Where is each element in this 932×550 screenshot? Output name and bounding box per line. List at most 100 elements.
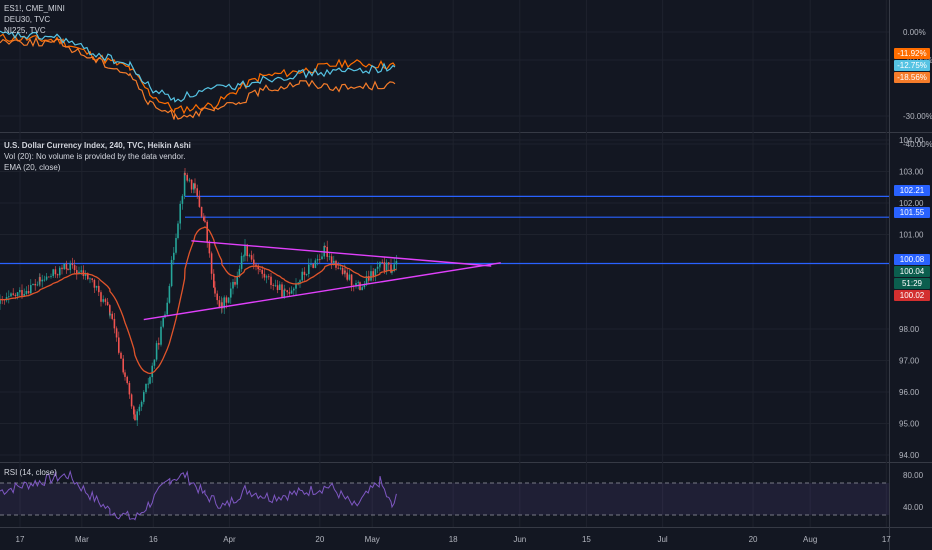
candle-body: [305, 274, 308, 275]
candle-body: [43, 279, 46, 281]
candle-body: [288, 292, 291, 294]
time-tick-label: Jul: [657, 535, 667, 544]
candle-body: [337, 267, 339, 269]
candle-body: [263, 273, 266, 278]
candle-body: [283, 289, 285, 297]
candle-body: [168, 286, 171, 303]
candle-body: [111, 313, 113, 319]
candle-body: [52, 269, 54, 276]
candle-body: [109, 305, 111, 316]
candle-body: [328, 256, 331, 258]
candle-body: [365, 276, 368, 285]
candle-body: [310, 264, 312, 265]
time-tick-label: 17: [882, 535, 891, 544]
candle-body: [246, 244, 248, 257]
candle-body: [259, 269, 261, 270]
candle-body: [194, 183, 196, 189]
time-tick-label: 16: [149, 535, 158, 544]
candles: [0, 168, 398, 426]
candle-body: [84, 273, 87, 276]
candle-body: [153, 359, 156, 366]
price-axis-label: 95.00: [899, 420, 920, 429]
time-tick-label: 17: [16, 535, 25, 544]
triangle-trendline-1: [191, 240, 492, 267]
tag-last-price: 100.04: [894, 266, 930, 277]
candle-body: [69, 263, 71, 271]
candle-body: [234, 281, 236, 285]
candle-body: [173, 252, 175, 260]
candle-body: [147, 383, 149, 385]
candle-body: [395, 261, 398, 265]
price-axis-label: 80.00: [903, 471, 924, 480]
price-axis-label: 96.00: [899, 388, 920, 397]
time-tick-label: 20: [749, 535, 758, 544]
candle-body: [45, 276, 48, 280]
candle-body: [359, 282, 361, 291]
tag-ni225: -18.56%: [894, 72, 930, 83]
candle-body: [316, 259, 319, 261]
candle-body: [175, 238, 177, 253]
candle-body: [149, 377, 151, 384]
candle-body: [34, 283, 36, 286]
candle-body: [184, 172, 186, 175]
candle-body: [128, 383, 131, 395]
candle-body: [23, 294, 25, 296]
candle-body: [93, 279, 96, 288]
candle-body: [391, 271, 393, 273]
price-axis-label: 103.00: [899, 168, 924, 177]
price-axis-label: 97.00: [899, 357, 920, 366]
candle-body: [122, 358, 124, 373]
candle-body: [0, 299, 1, 304]
candle-body: [230, 288, 232, 298]
candle-body: [41, 279, 43, 282]
legend-es1[interactable]: ES1!, CME_MINI: [4, 4, 65, 13]
candle-body: [73, 265, 76, 271]
candle-body: [270, 276, 272, 286]
candle-body: [385, 262, 388, 272]
candle-body: [314, 260, 317, 268]
candle-body: [244, 244, 246, 256]
candle-body: [61, 267, 63, 270]
candle-body: [179, 203, 181, 224]
candle-body: [166, 302, 168, 315]
candle-body: [361, 287, 363, 291]
candle-body: [140, 401, 143, 407]
candle-body: [357, 282, 359, 284]
candle-body: [170, 259, 173, 287]
candle-body: [255, 264, 257, 266]
legend-volume[interactable]: Vol (20): No volume is provided by the d…: [4, 152, 186, 161]
comparison-line-3: [0, 36, 396, 120]
candle-body: [98, 285, 100, 293]
candle-body: [330, 256, 333, 263]
candle-body: [134, 414, 136, 421]
legend-deu30[interactable]: DEU30, TVC: [4, 15, 51, 24]
rsi-legend: RSI (14, close): [4, 467, 57, 478]
tag-line-102-21: 102.21: [894, 185, 930, 196]
candle-body: [390, 264, 392, 273]
candle-body: [181, 195, 184, 204]
candle-body: [303, 271, 306, 275]
candle-body: [160, 326, 162, 345]
tag-ema-value: 100.02: [894, 290, 930, 301]
candle-body: [250, 255, 253, 260]
legend-rsi[interactable]: RSI (14, close): [4, 468, 57, 477]
candle-body: [370, 271, 372, 281]
candle-body: [124, 372, 126, 377]
candle-body: [381, 262, 383, 263]
candle-body: [257, 265, 259, 270]
legend-ni225[interactable]: NI225, TVC: [4, 26, 46, 35]
candle-body: [8, 296, 10, 298]
legend-ema[interactable]: EMA (20, close): [4, 163, 61, 172]
candle-body: [261, 269, 263, 274]
candle-body: [21, 290, 23, 296]
main-chart-title[interactable]: U.S. Dollar Currency Index, 240, TVC, He…: [4, 141, 191, 150]
time-tick-label: Apr: [223, 535, 236, 544]
candle-body: [36, 284, 39, 286]
candle-body: [286, 290, 288, 293]
candle-body: [104, 299, 107, 302]
candle-body: [100, 292, 102, 302]
candle-body: [214, 287, 216, 294]
candle-body: [248, 255, 251, 257]
candle-body: [333, 260, 335, 263]
